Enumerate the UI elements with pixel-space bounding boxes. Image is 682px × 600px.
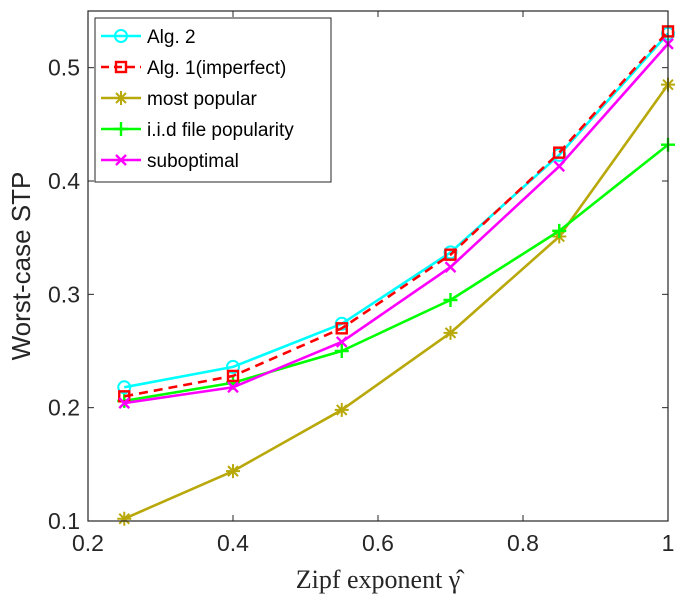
legend-item: Alg. 1(imperfect) bbox=[101, 58, 286, 79]
data-point bbox=[443, 293, 458, 307]
x-tick-labels: 0.2 0.4 0.6 0.8 1 bbox=[72, 530, 674, 556]
series-layer bbox=[117, 25, 675, 526]
data-point bbox=[118, 390, 131, 403]
legend-label: i.i.d file popularity bbox=[147, 120, 294, 141]
x-tick-label: 1 bbox=[662, 530, 675, 556]
data-point bbox=[115, 154, 127, 166]
data-point bbox=[114, 29, 128, 43]
data-point bbox=[226, 369, 240, 383]
data-point bbox=[227, 381, 239, 394]
series-alg-1-imperfect- bbox=[118, 25, 675, 403]
data-point bbox=[118, 397, 131, 409]
data-point bbox=[334, 402, 349, 417]
y-tick-label: 0.5 bbox=[48, 55, 80, 81]
data-point bbox=[114, 91, 128, 105]
series-line bbox=[124, 143, 669, 403]
data-point bbox=[553, 146, 566, 159]
legend: Alg. 2 Alg. 1(imperfect) most popular i.i.d… bbox=[94, 17, 332, 183]
legend-label: most popular bbox=[147, 89, 258, 110]
data-point bbox=[335, 322, 348, 335]
series-line bbox=[124, 30, 669, 398]
data-point bbox=[226, 359, 240, 374]
y-axis-label: Worst-case STP bbox=[6, 172, 36, 361]
series-line bbox=[124, 43, 669, 405]
data-point bbox=[114, 122, 128, 136]
legend-item: Alg. 2 bbox=[101, 27, 196, 48]
y-tick-label: 0.1 bbox=[48, 508, 80, 534]
data-point bbox=[335, 336, 348, 348]
plot-frame bbox=[87, 10, 669, 522]
data-point bbox=[117, 511, 132, 526]
data-point bbox=[334, 344, 349, 358]
legend-label: Alg. 2 bbox=[147, 27, 196, 48]
y-tick-labels: 0.1 0.2 0.3 0.4 0.5 bbox=[48, 55, 80, 534]
legend-item: i.i.d file popularity bbox=[101, 120, 294, 141]
data-point bbox=[443, 325, 458, 340]
series-line bbox=[124, 32, 669, 389]
y-tick-label: 0.3 bbox=[48, 281, 80, 307]
x-tick-label: 0.6 bbox=[362, 530, 394, 556]
x-tick-label: 0.8 bbox=[507, 530, 539, 556]
data-point bbox=[552, 223, 567, 238]
y-tick-label: 0.2 bbox=[48, 395, 80, 421]
legend-box bbox=[94, 17, 332, 183]
legend-label: suboptimal bbox=[147, 151, 239, 172]
x-tick-label: 0.2 bbox=[72, 530, 104, 556]
series-suboptimal bbox=[118, 38, 674, 409]
data-point bbox=[444, 261, 457, 273]
y-tick-label: 0.4 bbox=[48, 168, 80, 194]
x-axis-label: Zipf exponent γ̂ bbox=[296, 565, 466, 594]
data-point bbox=[553, 160, 566, 173]
data-point bbox=[117, 380, 132, 395]
legend-item: most popular bbox=[101, 89, 258, 110]
series-line bbox=[123, 83, 670, 520]
data-point bbox=[114, 60, 128, 74]
legend-item: suboptimal bbox=[101, 151, 239, 172]
legend-label: Alg. 1(imperfect) bbox=[147, 58, 286, 79]
data-point bbox=[444, 248, 457, 261]
x-tick-label: 0.4 bbox=[217, 530, 249, 556]
data-point bbox=[226, 464, 240, 479]
